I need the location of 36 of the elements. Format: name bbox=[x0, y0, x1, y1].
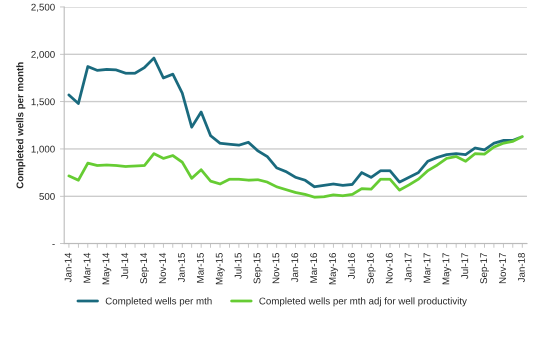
x-tick-label: Jul-16 bbox=[348, 253, 355, 279]
x-tick-label: Nov-17 bbox=[499, 253, 506, 284]
x-tick-label: Jan-15 bbox=[178, 253, 185, 282]
x-tick-label: Mar-14 bbox=[84, 252, 90, 283]
legend-label: Completed wells per mth adj for well productivity bbox=[259, 297, 467, 306]
x-tick-label: Sep-16 bbox=[366, 253, 376, 284]
x-tick-label: Mar-15 bbox=[196, 253, 204, 283]
y-tick-label: 2,500 bbox=[31, 4, 55, 12]
y-tick-label: 1,500 bbox=[32, 98, 55, 106]
y-axis-title: Completed wells per month bbox=[16, 62, 26, 188]
x-tick-label: May-14 bbox=[102, 252, 112, 284]
y-tick-label: 1,000 bbox=[32, 146, 55, 154]
legend-label: Completed wells per mth bbox=[106, 297, 212, 306]
x-tick-label: Jan-16 bbox=[291, 253, 298, 282]
x-tick-label: May-17 bbox=[442, 253, 452, 284]
x-tick-label: May-16 bbox=[329, 253, 338, 284]
x-tick-label: Mar-16 bbox=[310, 253, 318, 283]
y-tick-label: 500 bbox=[39, 193, 55, 200]
x-tick-label: Jul-14 bbox=[121, 252, 128, 279]
y-tick-label: - bbox=[52, 244, 55, 245]
x-tick-label: Sep-17 bbox=[480, 253, 490, 284]
x-tick-label: Jul-15 bbox=[234, 253, 242, 279]
x-tick-label: Sep-15 bbox=[254, 253, 262, 284]
x-tick-label: Jul-17 bbox=[461, 253, 468, 279]
x-tick-label: Mar-17 bbox=[424, 253, 430, 283]
x-tick-label: Nov-15 bbox=[272, 253, 280, 284]
line-series bbox=[68, 56, 524, 188]
x-tick-label: Jan-17 bbox=[404, 253, 412, 282]
x-tick-label: Jan-18 bbox=[518, 253, 525, 282]
x-tick-label: Sep-14 bbox=[140, 252, 150, 284]
x-tick-label: May-15 bbox=[216, 253, 225, 284]
line-series bbox=[68, 135, 524, 199]
y-tick-label: 2,000 bbox=[31, 51, 55, 60]
x-tick-label: Jan-14 bbox=[64, 252, 72, 282]
x-tick-label: Nov-14 bbox=[159, 252, 166, 284]
x-tick-label: Nov-16 bbox=[386, 253, 393, 284]
